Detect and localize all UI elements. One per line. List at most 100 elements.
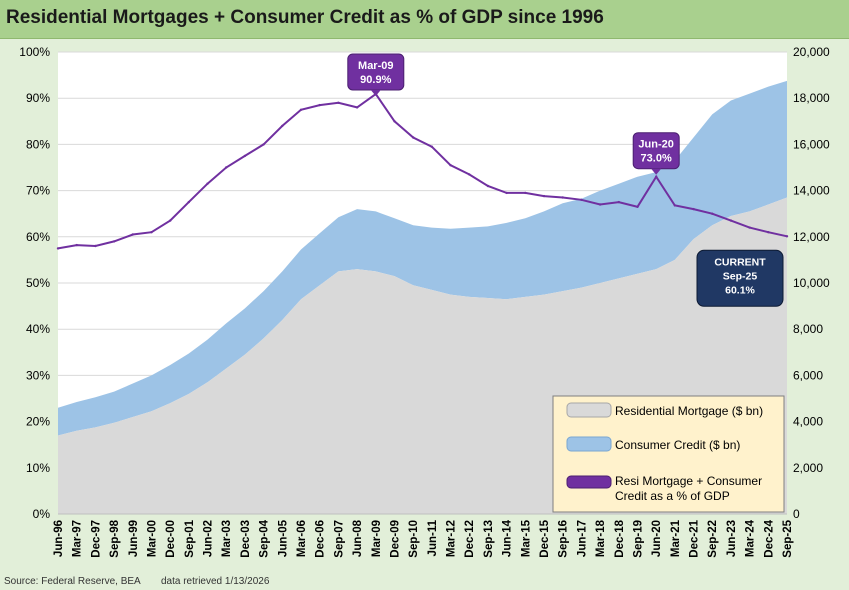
y-right-tick-label: 2,000 (793, 461, 823, 475)
x-tick-label: Dec-12 (464, 520, 476, 558)
y-left-tick-label: 30% (26, 368, 50, 382)
current-annotation-label: CURRENT (714, 256, 766, 268)
x-tick-label: Jun-14 (502, 519, 514, 557)
pct-gdp-point (225, 166, 228, 169)
x-tick-label: Sep-10 (408, 520, 420, 558)
source-footer: Source: Federal Reserve, BEA data retrie… (4, 576, 269, 587)
x-tick-label: Jun-02 (203, 520, 215, 557)
y-right-tick-label: 0 (793, 507, 800, 521)
legend-label-pct-line1: Resi Mortgage + Consumer (615, 474, 762, 488)
y-left-tick-label: 100% (19, 45, 50, 59)
pct-gdp-point (598, 203, 602, 206)
x-tick-label: Mar-15 (520, 519, 532, 557)
pct-gdp-point (393, 120, 396, 123)
x-tick-label: Dec-00 (165, 520, 177, 558)
annotation-value: 73.0% (641, 153, 672, 165)
annotation-date: Mar-09 (358, 60, 393, 72)
annotation-pointer (651, 168, 662, 175)
y-left-tick-label: 50% (26, 276, 50, 290)
x-tick-label: Sep-04 (259, 519, 271, 557)
y-right-tick-label: 8,000 (793, 322, 823, 336)
consumer-credit-area (58, 80, 787, 436)
y-right-tick-label: 18,000 (793, 91, 830, 105)
y-right-tick-label: 4,000 (793, 415, 823, 429)
y-left-tick-label: 70% (26, 184, 50, 198)
legend-label-consumer: Consumer Credit ($ bn) (615, 438, 740, 452)
x-tick-label: Dec-06 (315, 520, 327, 558)
pct-gdp-point (561, 196, 564, 199)
pct-gdp-point (281, 124, 284, 128)
y-right-tick-label: 20,000 (793, 45, 830, 59)
x-tick-label: Mar-06 (296, 520, 308, 557)
pct-gdp-point (430, 145, 433, 148)
y-right-tick-label: 6,000 (793, 368, 823, 382)
x-tick-label: Mar-00 (147, 520, 159, 557)
x-tick-label: Jun-20 (651, 520, 663, 557)
x-tick-label: Sep-22 (707, 520, 719, 558)
annotation-date: Jun-20 (638, 139, 673, 151)
x-tick-label: Mar-24 (745, 519, 757, 557)
x-tick-label: Jun-23 (726, 520, 738, 557)
y-right-tick-label: 14,000 (793, 184, 830, 198)
x-tick-label: Sep-01 (184, 519, 196, 557)
pct-gdp-point (337, 101, 340, 104)
y-left-tick-label: 20% (26, 415, 50, 429)
pct-gdp-point (131, 233, 134, 236)
pct-gdp-point (468, 173, 471, 176)
x-tick-label: Dec-15 (539, 519, 551, 557)
current-annotation-date: Sep-25 (723, 270, 758, 282)
pct-gdp-point (187, 200, 190, 204)
pct-gdp-point (636, 205, 639, 208)
x-tick-label: Jun-99 (128, 520, 140, 557)
line-series (56, 92, 789, 250)
pct-gdp-point (580, 198, 583, 201)
pct-gdp-point (75, 243, 78, 247)
y-right-tick-label: 12,000 (793, 230, 830, 244)
x-tick-label: Dec-21 (689, 519, 701, 557)
y-right-tick-label: 16,000 (793, 137, 830, 151)
y-left-tick-label: 90% (26, 91, 50, 105)
annotation-pointer (370, 90, 381, 96)
pct-gdp-point (318, 103, 321, 107)
pct-gdp-point (94, 244, 97, 248)
x-tick-label: Sep-13 (483, 520, 495, 558)
pct-gdp-point (299, 108, 303, 112)
y-left-tick-label: 0% (33, 507, 51, 521)
pct-gdp-point (673, 204, 676, 207)
pct-gdp-point (748, 226, 751, 229)
x-tick-label: Mar-09 (371, 520, 383, 557)
legend-swatch-pct (566, 475, 612, 489)
y-left-tick-label: 60% (26, 230, 50, 244)
legend-label-pct-line2: Credit as a % of GDP (615, 489, 730, 503)
pct-gdp-point (711, 212, 714, 215)
x-tick-label: Mar-03 (221, 520, 233, 557)
pct-gdp-point (505, 191, 508, 195)
x-tick-label: Mar-97 (72, 520, 84, 557)
pct-gdp-point (617, 200, 620, 204)
pct-gdp-point (767, 231, 770, 234)
x-tick-label: Dec-18 (614, 519, 626, 557)
annotations: Mar-09 90.9% Jun-20 73.0% CURRENT Sep-25 60.1% (347, 53, 784, 307)
pct-gdp-point (112, 240, 116, 243)
pct-gdp-point (206, 182, 209, 185)
x-tick-label: Sep-19 (633, 520, 645, 558)
x-tick-label: Dec-97 (90, 520, 102, 558)
axes: 0% 10% 20% 30% 40% 50% 60% 70% 80% 90% 100% 0 2,000 4… (19, 45, 830, 558)
pct-gdp-point (449, 164, 452, 167)
pct-gdp-point (169, 219, 172, 222)
pct-gdp-point (524, 191, 527, 195)
pct-gdp-point (355, 106, 359, 109)
y-left-tick-label: 10% (26, 461, 50, 475)
pct-gdp-point (729, 219, 733, 222)
x-tick-label: Jun-05 (277, 519, 289, 557)
pct-gdp-point (785, 235, 789, 238)
legend-swatch-mortgage (566, 402, 612, 418)
retrieved-text: data retrieved 1/13/2026 (160, 576, 270, 587)
source-text: Source: Federal Reserve, BEA (4, 576, 141, 587)
annotation-value: 90.9% (360, 74, 391, 86)
title-bar: Residential Mortgages + Consumer Credit … (0, 0, 849, 39)
pct-gdp-point (243, 154, 247, 158)
y-left-tick-label: 80% (26, 137, 50, 151)
pct-gdp-point (486, 184, 490, 188)
x-tick-label: Jun-17 (576, 520, 588, 557)
